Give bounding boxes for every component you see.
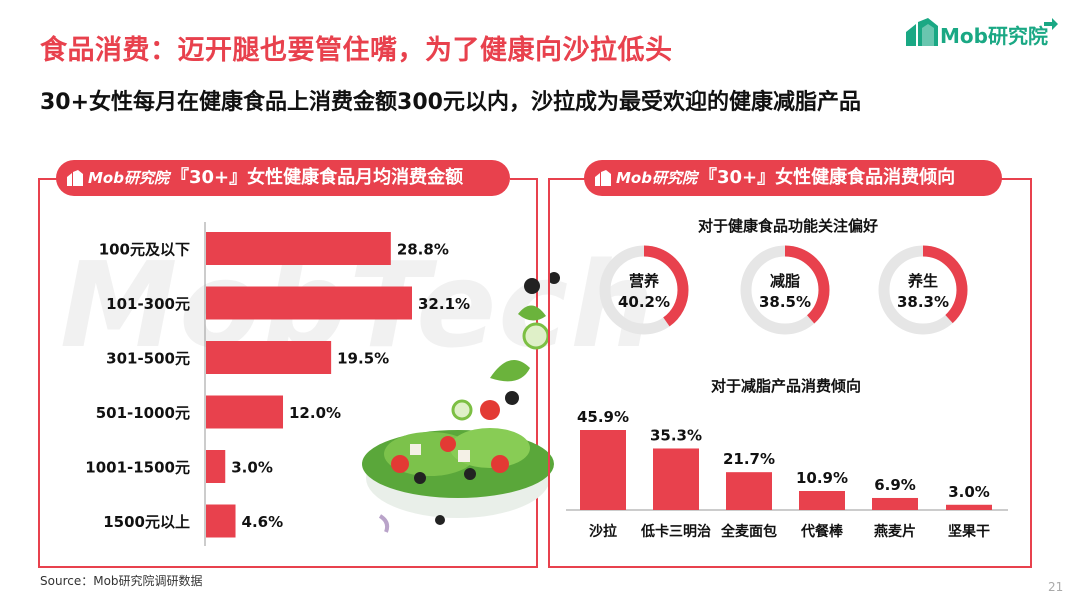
left-chart-category-label: 1500元以上	[103, 513, 190, 531]
column-chart-value-label: 35.3%	[650, 426, 702, 444]
left-chart-bar	[206, 504, 236, 538]
ring-arc	[740, 245, 830, 335]
right-panel	[548, 178, 1032, 568]
left-chart-category-label: 101-300元	[106, 295, 190, 313]
column-chart-category-label: 沙拉	[589, 523, 617, 540]
left-panel-top-line-right	[510, 178, 536, 180]
left-chart-category-label: 100元及以下	[99, 241, 190, 259]
column-chart-bar	[872, 497, 918, 510]
column-chart-category-label: 低卡三明治	[640, 523, 711, 540]
column-chart-value-label: 45.9%	[577, 408, 629, 426]
ring-chart-title: 对于健康食品功能关注偏好	[698, 217, 878, 235]
page-number: 21	[1048, 580, 1064, 594]
column-chart-value-label: 6.9%	[874, 476, 916, 494]
left-chart-value-label: 19.5%	[337, 350, 389, 368]
column-chart-category-label: 代餐棒	[800, 523, 844, 540]
right-panel-top-line-left	[548, 178, 588, 180]
left-chart-bar	[206, 450, 226, 483]
right-panel-brand: Mob研究院	[616, 169, 697, 187]
column-chart-category-label: 全麦面包	[720, 523, 777, 540]
right-panel-header: Mob研究院 『30+』女性健康食品消费倾向	[584, 160, 1002, 196]
left-chart-value-label: 4.6%	[242, 513, 284, 531]
left-chart-value-label: 12.0%	[289, 404, 341, 422]
column-chart-bar	[580, 430, 626, 510]
brand-logo-icon	[906, 18, 1058, 46]
left-chart-bar	[206, 341, 332, 374]
column-chart-bar	[653, 448, 699, 510]
page-title: 食品消费：迈开腿也要管住嘴，为了健康向沙拉低头	[40, 35, 673, 66]
column-chart-bar	[946, 504, 992, 510]
column-chart-value-label: 21.7%	[723, 450, 775, 468]
column-chart-value-label: 3.0%	[948, 483, 990, 501]
column-chart-category-label: 坚果干	[948, 524, 990, 540]
right-panel-header-text: 『30+』女性健康食品消费倾向	[698, 167, 956, 188]
ring-arc	[599, 245, 689, 335]
left-chart-category-label: 301-500元	[106, 350, 190, 368]
right-panel-top-line-right	[1000, 178, 1030, 180]
left-chart-bar	[206, 395, 284, 429]
mini-logo-icon	[67, 170, 83, 186]
left-panel-header-text: 『30+』女性健康食品月均消费金额	[170, 167, 464, 188]
page-subtitle: 30+女性每月在健康食品上消费金额300元以内，沙拉成为最受欢迎的健康减脂产品	[40, 90, 861, 115]
left-chart-bar	[206, 286, 412, 320]
left-chart-value-label: 32.1%	[418, 295, 470, 313]
column-chart-bar	[799, 491, 845, 510]
ring-category-label: 减脂	[770, 272, 800, 290]
ring-value-label: 38.5%	[759, 293, 811, 311]
column-chart-value-label: 10.9%	[796, 469, 848, 487]
left-panel-brand: Mob研究院	[88, 169, 169, 187]
salad-bowl-illustration	[362, 272, 560, 533]
column-chart-title: 对于减脂产品消费倾向	[711, 377, 861, 395]
left-panel-top-line-left	[38, 178, 58, 180]
left-chart-bar	[206, 232, 391, 265]
brand-logo-text: Mob研究院	[940, 24, 1048, 48]
ring-value-label: 40.2%	[618, 293, 670, 311]
left-panel-header: Mob研究院 『30+』女性健康食品月均消费金额	[56, 160, 510, 196]
left-panel	[38, 178, 538, 568]
column-chart-bar	[726, 472, 772, 510]
left-chart-value-label: 3.0%	[231, 459, 273, 477]
ring-value-label: 38.3%	[897, 293, 949, 311]
mini-logo-icon	[595, 170, 611, 186]
left-chart-category-label: 501-1000元	[96, 404, 190, 422]
ring-category-label: 营养	[629, 272, 660, 290]
left-chart-value-label: 28.8%	[397, 241, 449, 259]
ring-arc	[878, 245, 968, 335]
ring-category-label: 养生	[907, 272, 938, 290]
column-chart-category-label: 燕麦片	[874, 523, 916, 540]
left-chart-category-label: 1001-1500元	[85, 459, 190, 477]
source-note: Source：Mob研究院调研数据	[40, 574, 203, 588]
